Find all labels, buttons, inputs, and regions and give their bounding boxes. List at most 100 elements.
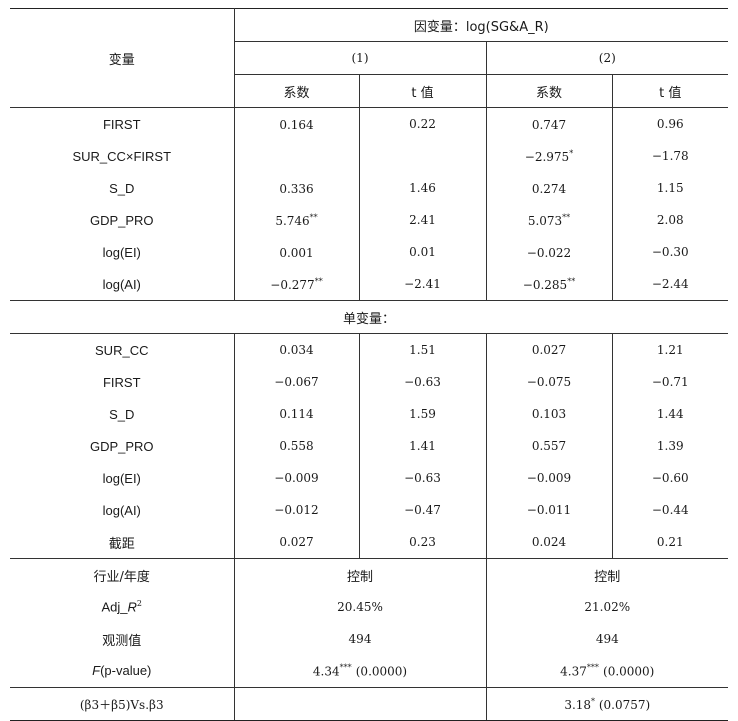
f-m2-p: (0.0000) (603, 664, 655, 679)
coef-2-value: 0.747 (531, 117, 567, 132)
adj-r2-m1: 20.45% (337, 599, 383, 614)
coef-2-value: 0.274 (531, 181, 567, 196)
row-label: GDP_PRO (10, 430, 235, 462)
tval-2: 1.15 (612, 172, 728, 204)
tval-1-value: 0.22 (409, 117, 436, 131)
tval-1-value: 1.46 (409, 181, 436, 195)
coef-1-significance: ** (314, 276, 323, 286)
coef-1: 0.034 (234, 333, 360, 366)
test-row-m2: 3.18* (0.0757) (486, 687, 729, 721)
coef-2-significance: ** (567, 276, 576, 286)
model-2-header: (2) (486, 41, 729, 75)
adj-label-sup: 2 (136, 598, 142, 608)
tval-1-value: −0.63 (404, 375, 441, 389)
table-row: S_D 0.336 1.46 0.274 1.15 (10, 172, 728, 204)
tval-2: 1.39 (612, 430, 728, 462)
adj-label-prefix: Adj_ (101, 599, 128, 615)
industry-year-label: 行业/年度 (93, 569, 150, 585)
f-label-rest: (p-value) (100, 663, 152, 678)
tval-2-value: 0.96 (656, 117, 684, 131)
coef-1: −0.012 (234, 494, 360, 526)
tval-2: −0.71 (612, 366, 728, 398)
regression-table: 变量 因变量：log(SG&A_R) (1) (2) 系数 t 值 系数 t 值… (10, 8, 729, 721)
tval-2-value: 0.21 (656, 535, 684, 549)
adj-label-var: R (127, 599, 137, 615)
header-row-1: 变量 因变量：log(SG&A_R) (10, 8, 729, 108)
tval-2-value: −0.60 (651, 471, 689, 485)
coef-2: −0.009 (486, 462, 613, 494)
industry-year-row-model-1: 控制 (234, 558, 487, 591)
test-m2-star: * (591, 696, 596, 706)
row-label: S_D (10, 398, 235, 430)
f-label-var: F (92, 663, 101, 678)
table-body: 变量 因变量：log(SG&A_R) (1) (2) 系数 t 值 系数 t 值… (10, 8, 729, 721)
row-label: log(EI) (10, 462, 235, 494)
row-label: log(AI) (10, 494, 235, 526)
coef-1: 0.114 (234, 398, 360, 430)
coef-2-significance: ** (562, 212, 571, 222)
tval-2: −2.44 (612, 268, 729, 301)
obs-row-model-1: 494 (234, 623, 487, 655)
test-m2-value: 3.18 (564, 697, 592, 712)
obs-row-model-2: 494 (486, 623, 728, 655)
coef-2-value: −0.022 (526, 245, 572, 260)
coef-1-value: 0.558 (279, 439, 314, 453)
row-label: FIRST (10, 366, 235, 398)
coef-2: −2.975* (486, 140, 613, 172)
coef-1-value: −0.277 (270, 277, 315, 292)
table-row: FIRST 0.164 0.22 0.747 0.96 (10, 107, 728, 140)
coef-1-value: −0.012 (274, 503, 319, 517)
header-row-2: (1) (2) (10, 41, 729, 75)
tval-header-2: t 值 (612, 74, 729, 108)
section-row: 单变量： (10, 300, 729, 334)
coef-1: −0.067 (234, 366, 360, 398)
tval-2-value: 1.39 (656, 439, 684, 453)
tval-1-value: 1.51 (409, 343, 436, 357)
f-row: F(p-value) 4.34*** (0.0000) 4.37*** (0.000… (10, 655, 729, 688)
tval-1-value: 1.41 (409, 439, 436, 453)
coef-1-significance: ** (309, 212, 318, 222)
tval-2: 1.21 (612, 334, 728, 367)
tval-1-value: −0.63 (404, 471, 441, 485)
tval-1: 1.51 (359, 333, 487, 366)
f-m2-stars: *** (586, 662, 599, 672)
table-row: log(EI) 0.001 0.01 −0.022 −0.30 (10, 236, 728, 268)
tval-1: 0.22 (359, 107, 487, 140)
tval-1: 1.46 (359, 172, 487, 204)
industry-year-row: 行业/年度 控制 控制 (10, 558, 728, 591)
table-row: log(AI) −0.012 −0.47 −0.011 −0.44 (10, 494, 728, 526)
tval-1-value: 0.01 (409, 245, 436, 259)
table-row: 截距 0.027 0.23 0.024 0.21 (10, 526, 729, 559)
obs-row: 观测值 494 494 (10, 623, 728, 655)
row-label: S_D (10, 172, 235, 204)
coef-2: 0.103 (486, 398, 613, 430)
tval-2: −0.30 (612, 236, 728, 268)
tval-2-value: 1.15 (656, 181, 684, 195)
coef-2-value: 0.557 (531, 439, 567, 453)
row-label: log(AI) (10, 268, 235, 301)
coef-2-value: 0.024 (531, 535, 567, 549)
coef-2-value: −0.075 (526, 375, 572, 389)
table-row: FIRST −0.067 −0.63 −0.075 −0.71 (10, 366, 728, 398)
table-row: SUR_CC×FIRST −2.975* −1.78 (10, 140, 728, 172)
tval-2-value: 2.08 (656, 213, 684, 227)
coef-header-2: 系数 (486, 74, 613, 108)
f-m1-p: (0.0000) (355, 664, 408, 679)
f-row-model-1: 4.34*** (0.0000) (234, 655, 487, 688)
industry-year-m2: 控制 (594, 569, 621, 585)
table-row: log(AI) −0.277** −2.41 −0.285** −2.44 (10, 268, 729, 301)
coef-2: 0.024 (486, 526, 613, 559)
coef-2-value: 0.103 (531, 407, 567, 421)
adj-r2-row-model-1: 20.45% (234, 591, 487, 623)
variable-column-header: 变量 (10, 8, 235, 108)
coef-1: −0.277** (234, 268, 360, 301)
coef-2-value: −0.285 (522, 277, 568, 292)
f-m2-value: 4.37 (560, 664, 587, 679)
model-1-header: (1) (234, 41, 487, 75)
coef-2: −0.011 (486, 494, 613, 526)
test-m2-p: (0.0757) (598, 697, 651, 712)
tval-1: 0.01 (359, 236, 487, 268)
coef-2: −0.075 (486, 366, 613, 398)
tval-2-value: −0.71 (651, 375, 689, 389)
adj-r2-row-label: Adj_R2 (10, 591, 235, 623)
